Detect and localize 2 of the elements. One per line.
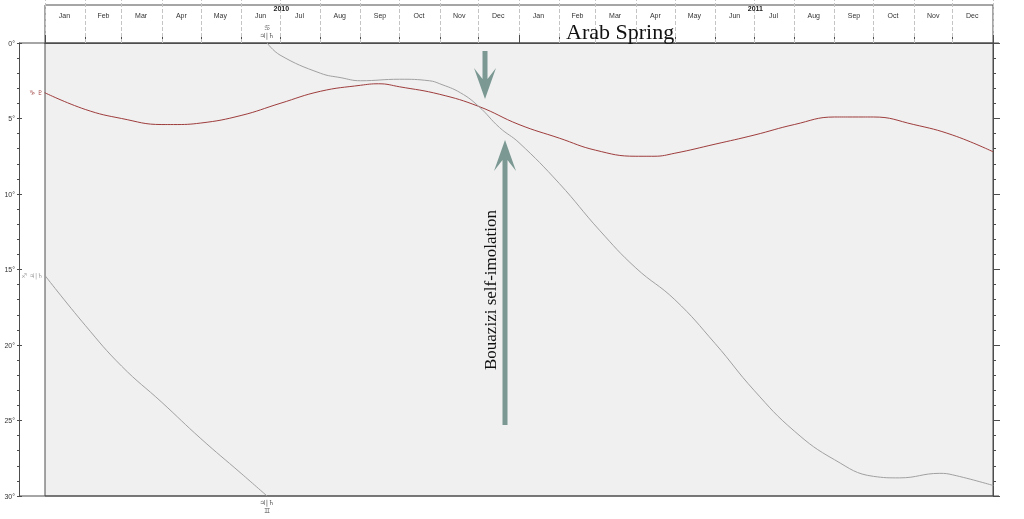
annotation: Bouazizi self-imolation — [480, 209, 500, 371]
chart-title: Arab Spring — [566, 18, 675, 44]
